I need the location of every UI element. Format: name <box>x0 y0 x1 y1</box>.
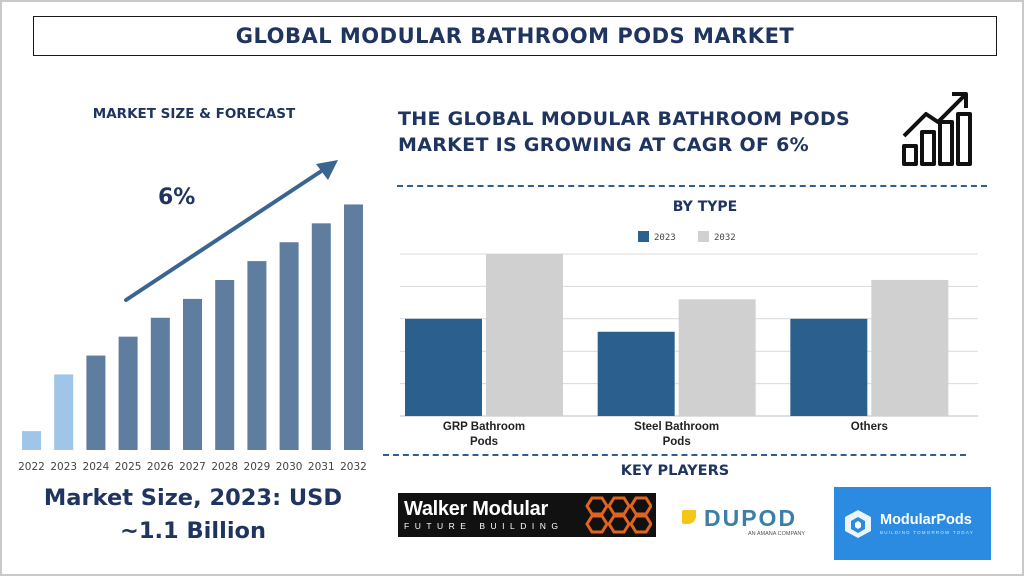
forecast-tick-label: 2024 <box>83 461 110 473</box>
by-type-chart: 2023 2032 GRP Bathroom Pods Steel Bathroom Po… <box>400 231 978 448</box>
modularpods-logo: ModularPods BUILDING TOMORROW TODAY <box>834 487 991 560</box>
legend-swatch-2032 <box>698 231 709 242</box>
dupod-logo-text: DUPOD <box>704 505 798 531</box>
modularpods-logo-text: ModularPods <box>880 512 972 528</box>
forecast-bar-2028 <box>215 280 235 450</box>
legend-swatch-2023 <box>638 231 649 242</box>
forecast-bar-2026 <box>150 317 170 450</box>
forecast-bar-2031 <box>311 223 331 450</box>
forecast-bar-2032 <box>344 204 363 450</box>
trend-arrow-head <box>316 160 338 180</box>
headline: THE GLOBAL MODULAR BATHROOM PODS MARKET … <box>398 106 898 158</box>
type-category-label: Pods <box>663 436 691 448</box>
hexagon-icon <box>585 496 652 534</box>
forecast-bar-2029 <box>247 261 267 450</box>
legend-label-2032: 2032 <box>714 233 736 243</box>
type-bar-2032-1 <box>678 299 756 416</box>
legend-label-2023: 2023 <box>654 233 676 243</box>
market-size-line2: ~1.1 Billion <box>119 518 267 544</box>
key-players-heading: KEY PLAYERS <box>620 463 730 479</box>
forecast-tick-label: 2022 <box>18 461 45 473</box>
type-bar-2023-1 <box>597 331 675 416</box>
forecast-bar-2027 <box>183 298 202 450</box>
forecast-bar-2030 <box>279 242 299 450</box>
cagr-annotation: 6% <box>158 185 196 210</box>
type-bar-2023-0 <box>405 318 482 416</box>
forecast-bar-2023 <box>54 374 74 450</box>
modularpods-logo-subtext: BUILDING TOMORROW TODAY <box>880 530 974 535</box>
forecast-tick-label: 2032 <box>340 461 367 473</box>
dupod-logo-subtext: AN AMANA COMPANY <box>748 531 806 537</box>
type-category-label: Pods <box>470 436 498 448</box>
forecast-bar-2024 <box>86 355 106 450</box>
by-type-heading: BY TYPE <box>672 199 738 215</box>
type-bar-2032-0 <box>486 254 563 416</box>
forecast-tick-label: 2027 <box>179 461 206 473</box>
forecast-tick-label: 2030 <box>276 461 303 473</box>
growth-chart-icon <box>902 92 972 166</box>
forecast-tick-label: 2026 <box>147 461 174 473</box>
trend-arrow-line <box>124 166 328 302</box>
forecast-bar-2022 <box>22 431 41 450</box>
headline-line2: MARKET IS GROWING AT CAGR OF 6% <box>398 134 809 156</box>
dupod-mark-icon <box>682 510 696 524</box>
forecast-tick-label: 2029 <box>244 461 271 473</box>
cube-icon <box>845 509 871 538</box>
forecast-tick-label: 2028 <box>211 461 238 473</box>
forecast-tick-label: 2023 <box>50 461 77 473</box>
market-size-text: Market Size, 2023: USD ~1.1 Billion <box>18 482 368 548</box>
headline-line1: THE GLOBAL MODULAR BATHROOM PODS <box>398 108 851 130</box>
divider-top <box>397 185 987 187</box>
type-category-label: Steel Bathroom <box>634 421 719 433</box>
forecast-tick-label: 2031 <box>308 461 335 473</box>
divider-bottom <box>383 454 966 456</box>
walker-logo-text: Walker Modular <box>404 498 548 520</box>
page-title: GLOBAL MODULAR BATHROOM PODS MARKET <box>235 24 795 48</box>
title-banner: GLOBAL MODULAR BATHROOM PODS MARKET <box>33 16 997 56</box>
market-size-line1: Market Size, 2023: USD <box>43 485 343 511</box>
type-category-label: GRP Bathroom <box>443 421 525 433</box>
dupod-logo: DUPOD AN AMANA COMPANY <box>682 505 812 541</box>
walker-modular-logo: Walker Modular FUTURE BUILDING <box>398 493 656 537</box>
type-category-label: Others <box>851 421 888 433</box>
walker-logo-subtext: FUTURE BUILDING <box>404 521 564 531</box>
market-size-heading: MARKET SIZE & FORECAST <box>92 106 296 122</box>
market-forecast-chart: 2022 2023 2024 2025 2026 2027 2028 2029 2030 2031… <box>18 160 367 473</box>
type-bar-2032-2 <box>871 279 949 416</box>
type-bar-2023-2 <box>790 318 868 416</box>
forecast-bar-2025 <box>118 336 138 450</box>
forecast-tick-label: 2025 <box>115 461 142 473</box>
